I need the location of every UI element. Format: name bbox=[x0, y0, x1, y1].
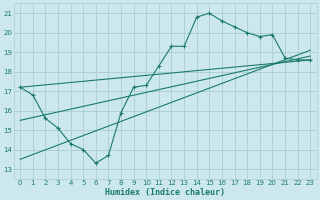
X-axis label: Humidex (Indice chaleur): Humidex (Indice chaleur) bbox=[105, 188, 225, 197]
